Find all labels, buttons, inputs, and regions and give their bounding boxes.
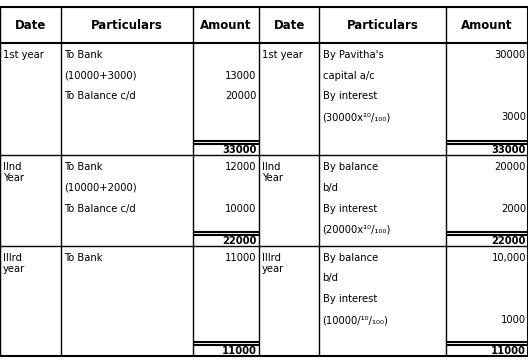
Text: 33000: 33000 [222,145,257,155]
Text: 20000: 20000 [225,91,257,102]
Text: 11000: 11000 [225,253,257,262]
Text: 2000: 2000 [501,203,526,213]
Text: (10000/¹⁰/₁₀₀): (10000/¹⁰/₁₀₀) [323,315,389,325]
Text: 11000: 11000 [222,346,257,356]
Text: To Balance c/d: To Balance c/d [64,91,136,102]
Text: By balance: By balance [323,162,378,172]
Text: 1000: 1000 [501,315,526,325]
Text: Date: Date [15,19,46,32]
Text: 33000: 33000 [492,145,526,155]
Text: To Bank: To Bank [64,253,102,262]
Text: IInd
Year: IInd Year [262,162,283,183]
Text: By balance: By balance [323,253,378,262]
Text: (10000+2000): (10000+2000) [64,183,137,193]
Text: By Pavitha's: By Pavitha's [323,50,383,60]
Text: 3000: 3000 [501,112,526,122]
Text: IIIrd
year: IIIrd year [3,253,25,274]
Text: To Balance c/d: To Balance c/d [64,203,136,213]
Text: 30000: 30000 [495,50,526,60]
Text: Amount: Amount [200,19,251,32]
Text: 1st year: 1st year [262,50,303,60]
Text: 13000: 13000 [225,71,257,81]
Text: b/d: b/d [323,274,338,283]
Text: By interest: By interest [323,294,377,304]
Text: 10000: 10000 [225,203,257,213]
Text: 22000: 22000 [492,236,526,246]
Text: Particulars: Particulars [91,19,163,32]
Text: 1st year: 1st year [3,50,44,60]
Text: IInd
Year: IInd Year [3,162,24,183]
Text: b/d: b/d [323,183,338,193]
Text: (10000+3000): (10000+3000) [64,71,136,81]
Text: Date: Date [274,19,305,32]
Text: 11000: 11000 [491,346,526,356]
Text: By interest: By interest [323,91,377,102]
Text: 12000: 12000 [225,162,257,172]
Text: Amount: Amount [461,19,513,32]
Text: To Bank: To Bank [64,162,102,172]
Text: Particulars: Particulars [347,19,419,32]
Text: IIIrd
year: IIIrd year [262,253,284,274]
Text: By interest: By interest [323,203,377,213]
Text: 10,000: 10,000 [492,253,526,262]
Text: capital a/c: capital a/c [323,71,374,81]
Text: 22000: 22000 [222,236,257,246]
Text: (20000x¹⁰/₁₀₀): (20000x¹⁰/₁₀₀) [323,224,391,234]
Text: To Bank: To Bank [64,50,102,60]
Text: (30000x¹⁰/₁₀₀): (30000x¹⁰/₁₀₀) [323,112,391,122]
Text: 20000: 20000 [495,162,526,172]
